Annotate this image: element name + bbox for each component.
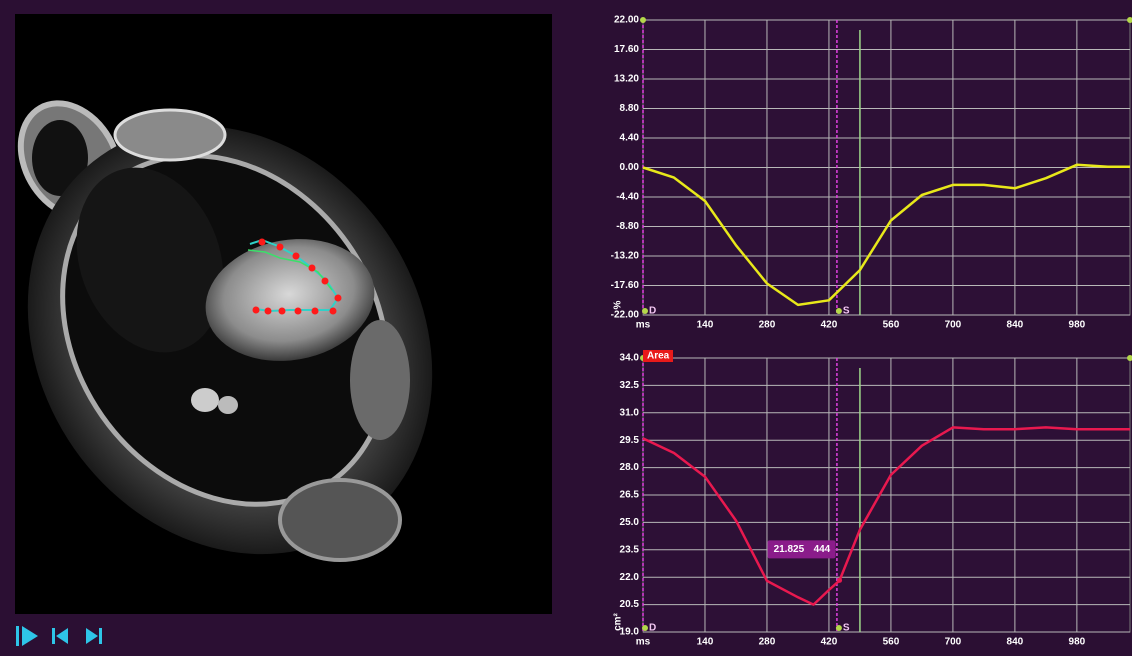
playback-controls	[16, 626, 102, 646]
corner-handle	[640, 17, 646, 23]
y-axis-label: cm²	[613, 612, 624, 630]
point	[334, 294, 342, 302]
point	[311, 307, 319, 315]
x-tick-label: 560	[883, 637, 900, 648]
left-ventricle	[205, 239, 375, 361]
phase-marker-label: S	[843, 623, 850, 634]
y-tick-label: 17.60	[614, 44, 639, 55]
vessel	[218, 396, 238, 414]
tooltip-point	[837, 577, 843, 583]
point	[258, 238, 266, 246]
vessel	[191, 388, 219, 412]
y-tick-label: 22.0	[620, 572, 640, 583]
chart: 22.00 17.60 13.20 8.80 4.40 0.00 -4.40 -8.80 -13…	[611, 15, 1132, 331]
data-line	[642, 426, 1130, 606]
y-tick-label: 23.5	[620, 544, 640, 555]
contour-points	[252, 238, 342, 315]
tissue	[350, 320, 410, 440]
mri-image	[15, 14, 552, 614]
phase-marker-handle	[642, 308, 648, 314]
corner-handle	[1127, 355, 1132, 361]
data-line	[642, 163, 1130, 307]
point	[276, 243, 284, 251]
point	[329, 307, 337, 315]
corner-handle	[1127, 17, 1132, 23]
point	[308, 264, 316, 272]
point	[321, 277, 329, 285]
contour	[247, 249, 333, 291]
x-tick-label: 840	[1007, 637, 1024, 648]
title-badge	[643, 350, 673, 362]
y-tick-label: 34.0	[620, 353, 640, 364]
phase-marker-label: D	[649, 306, 656, 317]
x-tick-label: 420	[821, 320, 838, 331]
y-axis-label: %	[613, 300, 624, 309]
icon	[22, 626, 38, 646]
chamber	[76, 167, 224, 353]
y-tick-label: 29.5	[620, 435, 640, 446]
y-tick-label: -22.00	[611, 310, 640, 321]
x-tick-label: 700	[945, 320, 962, 331]
y-tick-label: -17.60	[611, 280, 640, 291]
tissue	[32, 120, 88, 196]
tissue	[278, 478, 402, 562]
x-tick-label: 280	[759, 637, 776, 648]
x-axis-label: ms	[636, 320, 651, 331]
y-tick-label: 25.0	[620, 517, 640, 528]
x-tick-label: 140	[697, 637, 714, 648]
point	[252, 306, 260, 314]
phase-marker-handle	[642, 625, 648, 631]
y-tick-label: 19.0	[620, 627, 640, 638]
phase-marker-handle	[835, 308, 842, 314]
play-button[interactable]	[16, 626, 38, 646]
x-tick-label: 420	[821, 637, 838, 648]
y-tick-label: 22.00	[614, 15, 639, 26]
y-tick-label: 0.00	[620, 162, 640, 173]
x-tick-label: 280	[759, 320, 776, 331]
x-tick-label: 840	[1007, 320, 1024, 331]
y-tick-label: 13.20	[614, 74, 639, 85]
x-tick-label: 700	[945, 637, 962, 648]
y-tick-label: -4.40	[616, 192, 639, 203]
icon	[56, 628, 68, 644]
y-tick-label: 28.0	[620, 462, 640, 473]
y-tick-label: -13.20	[611, 251, 640, 262]
icon	[16, 626, 19, 646]
y-tick-label: 8.80	[620, 103, 640, 114]
point	[264, 307, 272, 315]
x-tick-label: 140	[697, 320, 714, 331]
phase-marker-handle	[835, 625, 842, 631]
x-tick-label: 560	[883, 320, 900, 331]
y-tick-label: -8.80	[616, 221, 639, 232]
tooltip-value: 21.825	[774, 544, 805, 555]
phase-marker-label: D	[649, 623, 656, 634]
x-tick-label: 980	[1069, 320, 1086, 331]
x-axis-label: ms	[636, 637, 651, 648]
y-tick-label: 4.40	[620, 133, 640, 144]
y-tick-label: 20.5	[620, 599, 640, 610]
x-tick-label: 980	[1069, 637, 1086, 648]
next-button[interactable]	[86, 628, 102, 644]
tooltip-time: 444	[814, 544, 831, 555]
tooltip-box	[767, 540, 836, 559]
point	[292, 252, 300, 260]
point	[278, 307, 286, 315]
tissue	[113, 108, 227, 162]
phase-marker-label: S	[843, 306, 850, 317]
point	[294, 307, 302, 315]
icon	[99, 628, 102, 644]
previous-button[interactable]	[52, 628, 68, 644]
chart-title: Area	[647, 351, 670, 362]
y-tick-label: 26.5	[620, 490, 640, 501]
y-tick-label: 32.5	[620, 380, 640, 391]
y-tick-label: 31.0	[620, 407, 640, 418]
icon	[86, 628, 98, 644]
chart: 34.0 32.5 31.0 29.5 28.0 26.5 25.0 23.5 22.0 20.5…	[613, 350, 1132, 648]
icon	[52, 628, 55, 644]
